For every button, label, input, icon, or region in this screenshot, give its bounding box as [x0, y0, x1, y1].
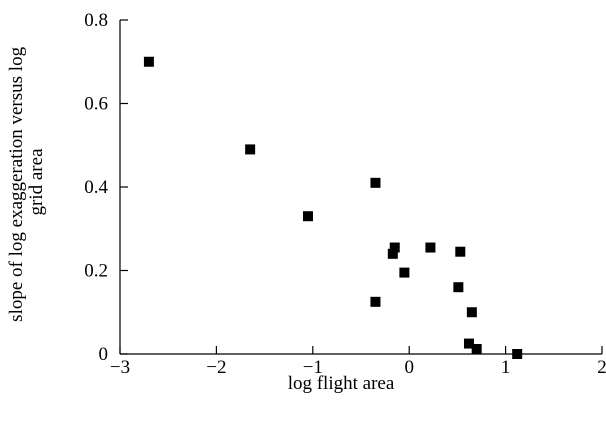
data-point: [425, 242, 436, 253]
data-point: [387, 248, 398, 259]
x-tick-label: −2: [206, 357, 226, 378]
data-point: [463, 338, 474, 349]
data-point: [302, 211, 313, 222]
data-point: [370, 177, 381, 188]
y-tick-label: 0.8: [84, 10, 108, 31]
axes: [119, 20, 602, 355]
x-tick-label: 0: [404, 357, 414, 378]
y-tick-label: 0: [99, 344, 109, 365]
data-point: [453, 282, 464, 293]
x-ticks: −3 −2 −1 0 1 2: [110, 346, 606, 378]
x-tick-label: −1: [303, 357, 323, 378]
data-point: [370, 296, 381, 307]
data-point: [399, 267, 410, 278]
y-tick-label: 0.6: [84, 94, 108, 115]
y-tick-label: 0.2: [84, 261, 108, 282]
x-tick-label: 2: [597, 357, 606, 378]
y-tick-label: 0.4: [84, 177, 108, 198]
x-axis-title: log flight area: [288, 373, 395, 394]
data-point: [471, 343, 482, 354]
data-point: [143, 56, 154, 67]
data-point: [455, 246, 466, 257]
data-point: [466, 307, 477, 318]
data-point: [245, 144, 256, 155]
y-axis-title: slope of log exaggeration versus log gri…: [6, 42, 47, 322]
y-axis-title-line-1: slope of log exaggeration versus log: [6, 46, 27, 321]
data-point: [512, 349, 523, 359]
y-axis-title-line-2: grid area: [26, 148, 47, 216]
data-point: [389, 242, 400, 253]
x-tick-label: 1: [501, 357, 511, 378]
x-tick-label: −3: [110, 357, 130, 378]
y-ticks: 0 0.2 0.4 0.6 0.8: [84, 10, 128, 365]
data-points: [143, 56, 523, 359]
